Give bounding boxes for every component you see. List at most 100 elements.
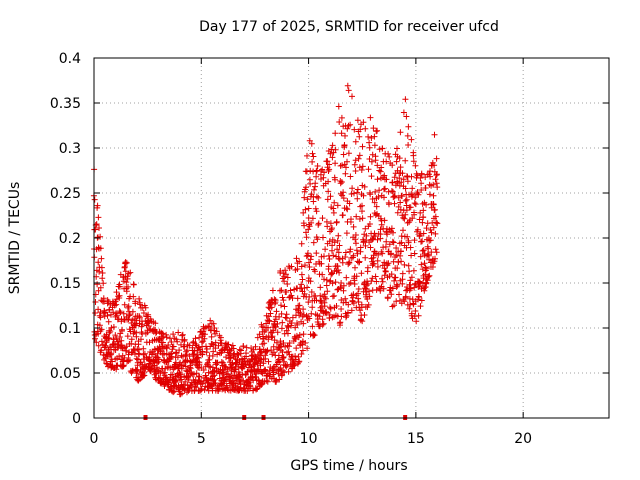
data-point: [325, 263, 332, 270]
data-point: [138, 336, 144, 343]
data-point: [391, 174, 398, 181]
data-point: [421, 287, 428, 294]
data-point: [368, 158, 375, 165]
data-point: [159, 351, 166, 358]
data-point: [301, 222, 308, 229]
data-point: [427, 237, 434, 244]
data-point: [204, 346, 210, 352]
data-point: [302, 206, 309, 213]
data-point: [225, 341, 232, 348]
data-point: [372, 188, 379, 195]
data-point: [274, 329, 281, 336]
data-point: [299, 276, 306, 283]
data-point: [280, 355, 287, 361]
data-point: [374, 257, 381, 264]
data-point: [100, 280, 107, 287]
data-point: [362, 125, 369, 132]
data-point: [176, 347, 183, 354]
data-point: [359, 163, 366, 170]
data-point: [293, 255, 300, 262]
data-point: [358, 167, 365, 173]
data-point: [352, 236, 359, 243]
y-tick-labels: 0 0.05 0.1 0.15 0.2 0.25 0.3 0.35 0.4: [50, 51, 81, 427]
data-point: [196, 361, 203, 368]
data-point: [313, 193, 320, 200]
data-point: [340, 282, 347, 289]
data-point: [356, 216, 363, 222]
data-point: [310, 239, 317, 246]
data-point: [302, 262, 308, 269]
data-point: [353, 273, 360, 280]
data-point: [264, 378, 271, 385]
data-point: [98, 338, 105, 345]
data-point: [106, 306, 113, 313]
data-point: [123, 259, 130, 266]
data-point: [315, 194, 322, 201]
data-point: [412, 162, 419, 169]
data-point: [180, 362, 187, 369]
data-point: [302, 340, 309, 346]
data-point: [310, 331, 317, 337]
data-point: [434, 220, 441, 227]
data-point: [125, 303, 132, 310]
data-point: [338, 306, 345, 312]
data-point: [179, 331, 186, 338]
data-point: [244, 388, 251, 394]
data-point: [426, 191, 433, 198]
data-point: [410, 301, 417, 308]
data-point: [381, 265, 388, 272]
data-point: [372, 233, 379, 239]
data-point: [329, 154, 336, 161]
data-point: [262, 355, 269, 362]
data-point: [210, 348, 217, 355]
data-point: [360, 119, 367, 126]
data-point: [325, 188, 332, 195]
data-point: [372, 273, 379, 280]
data-point: [327, 220, 334, 227]
data-point: [214, 359, 221, 366]
data-point: [182, 378, 189, 385]
data-point: [333, 218, 340, 225]
data-point: [432, 176, 439, 183]
data-point: [206, 323, 213, 330]
data-point: [343, 230, 350, 237]
data-point: [351, 126, 358, 133]
data-point: [391, 200, 398, 207]
data-point: [409, 185, 416, 192]
data-point: [401, 298, 408, 305]
data-point: [345, 301, 352, 308]
data-point: [397, 252, 404, 259]
data-point: [327, 193, 334, 200]
data-point: [314, 236, 321, 243]
data-point: [168, 339, 175, 345]
data-point: [390, 239, 397, 246]
data-point: [330, 209, 337, 216]
data-point: [322, 295, 329, 302]
data-point: [377, 231, 384, 238]
data-point: [95, 287, 102, 294]
data-point: [420, 230, 427, 237]
data-point: [340, 189, 347, 196]
data-point: [278, 325, 285, 332]
data-point: [369, 275, 376, 282]
data-point: [315, 221, 322, 228]
data-point: [107, 328, 114, 335]
data-point: [378, 164, 385, 171]
data-point: [332, 130, 339, 137]
data-point: [217, 334, 224, 341]
data-point: [134, 368, 141, 375]
data-point: [407, 244, 414, 251]
data-point: [303, 168, 310, 175]
data-point: [379, 278, 386, 285]
data-point: [126, 357, 133, 364]
data-point: [304, 284, 311, 291]
data-point: [373, 278, 380, 285]
data-point: [371, 142, 378, 149]
data-point: [282, 267, 289, 274]
data-point: [95, 342, 102, 349]
data-point: [358, 301, 365, 308]
data-point: [418, 261, 425, 268]
data-point: [414, 189, 421, 196]
data-point: [307, 256, 314, 263]
data-point: [336, 242, 343, 249]
